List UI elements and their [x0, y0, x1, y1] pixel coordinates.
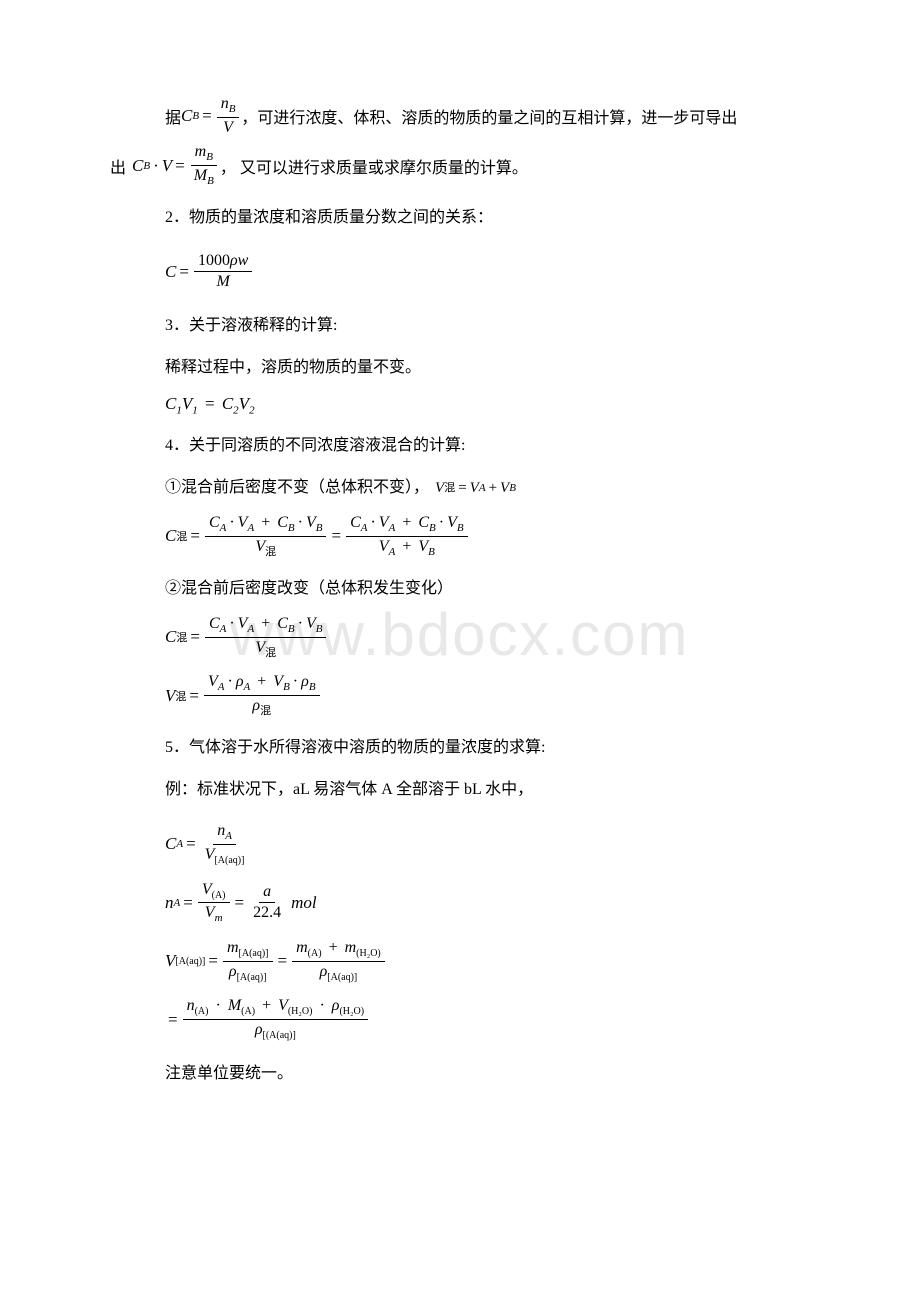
document-content: 据 CB = nB V ，可进行浓度、体积、溶质的物质的量之间的互相计算，进一步… — [110, 95, 810, 1086]
paragraph-9: 例：标准状况下，aL 易溶气体 A 全部溶于 bL 水中， — [110, 778, 810, 802]
paragraph-4: 稀释过程中，溶质的物质的量不变。 — [110, 356, 810, 380]
paragraph-6: ①混合前后密度不变（总体积不变）， V混 = VA + VB — [110, 476, 810, 500]
paragraph-5: 4．关于同溶质的不同浓度溶液混合的计算: — [110, 434, 810, 458]
paragraph-1: 据 CB = nB V ，可进行浓度、体积、溶质的物质的量之间的互相计算，进一步… — [110, 95, 810, 137]
p1-suffix: ， 又可以进行求质量或求摩尔质量的计算。 — [220, 154, 528, 178]
formula-1: CB = nB V — [181, 95, 241, 137]
formula-10: nA = V(A) Vm = a 22.4 mol — [110, 881, 810, 926]
formula-11: V[A(aq)] = m[A(aq)] ρ[A(aq)] = m(A) + m(… — [110, 939, 810, 983]
formula-5: V混 = VA + VB — [435, 477, 516, 500]
paragraph-10: 注意单位要统一。 — [110, 1062, 810, 1086]
paragraph-7: ②混合前后密度改变（总体积发生变化） — [110, 577, 810, 601]
formula-6: C混 = CA·VA + CB·VB V混 = CA·VA + CB·VB — [110, 514, 810, 559]
formula-7: C混 = CA·VA + CB·VB V混 — [110, 615, 810, 660]
paragraph-3: 3．关于溶液稀释的计算: — [110, 314, 810, 338]
formula-12: = n(A) · M(A) + V(H₂O) · ρ(H₂O) ρ[(A(aq)… — [110, 997, 810, 1041]
paragraph-8: 5．气体溶于水所得溶液中溶质的物质的量浓度的求算: — [110, 736, 810, 760]
formula-3: C = 1000ρw M — [110, 252, 810, 292]
p1-prefix: 据 — [165, 104, 181, 128]
p1-mid: ，可进行浓度、体积、溶质的物质的量之间的互相计算，进一步可导出 — [241, 104, 737, 128]
formula-4: C1V1 = C2V2 — [110, 394, 810, 416]
formula-9: CA = nA V[A(aq)] — [110, 822, 810, 867]
paragraph-2: 2．物质的量浓度和溶质质量分数之间的关系： — [110, 206, 810, 230]
paragraph-1b: 出 CB · V = mB MB ， 又可以进行求质量或求摩尔质量的计算。 — [110, 143, 810, 188]
formula-8: V混 = VA·ρA + VB·ρB ρ混 — [110, 673, 810, 718]
p6a: ①混合前后密度不变（总体积不变）， — [165, 476, 429, 500]
formula-2: CB · V = mB MB — [132, 143, 220, 188]
